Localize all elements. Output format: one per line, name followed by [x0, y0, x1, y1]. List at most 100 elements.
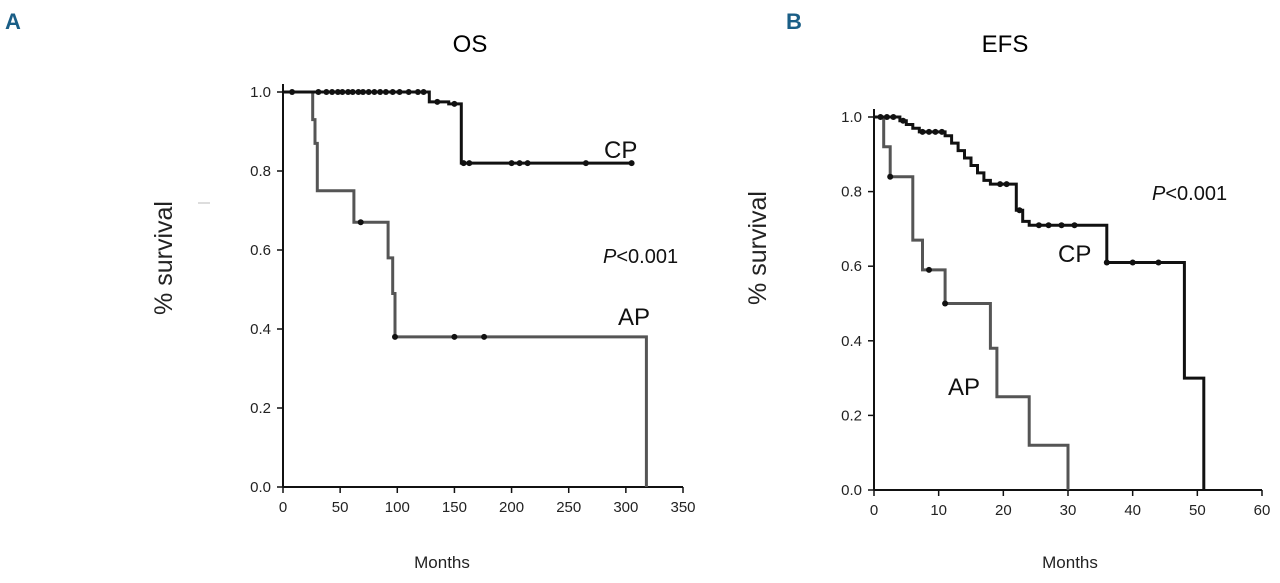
survival-curve-ap [283, 90, 648, 487]
series-cp-b [874, 114, 1206, 490]
y-axis-label-a: % survival [150, 201, 178, 315]
censor-mark-cp [1045, 222, 1052, 229]
censor-mark-cp [1058, 222, 1065, 229]
y-axis-label-b: % survival [744, 191, 772, 305]
survival-curve-ap [874, 115, 1070, 490]
censor-mark-cp [360, 89, 366, 95]
censor-mark-cp [434, 98, 441, 105]
censor-mark-cp [451, 100, 458, 107]
panel-label-b: B [786, 9, 802, 34]
y-tick-label: 0.0 [841, 482, 862, 499]
x-tick-label: 300 [613, 499, 638, 516]
panel-label-a: A [5, 9, 21, 34]
y-tick-label: 0.2 [841, 407, 862, 424]
y-tick-label: 0.0 [250, 479, 271, 496]
censor-mark-cp [919, 128, 926, 135]
censor-mark-cp [932, 128, 939, 135]
censor-mark-cp [938, 128, 945, 135]
panel-b: B EFS % survival Months P<0.001 CP AP 0 1… [744, 9, 1270, 572]
x-axis-label-b: Months [1042, 553, 1098, 572]
x-axis-label-a: Months [414, 553, 470, 572]
x-tick-label: 40 [1124, 502, 1141, 519]
censor-mark-cp [289, 89, 296, 95]
p-value-b: P<0.001 [1152, 183, 1227, 205]
censor-mark-cp [345, 89, 352, 95]
series-label-ap-b: AP [948, 374, 980, 401]
censor-mark-cp [365, 89, 372, 95]
y-tick-label: 0.8 [841, 184, 862, 201]
censor-mark-cp [377, 89, 384, 95]
censor-mark-cp [389, 89, 396, 95]
y-tick-label: 0.4 [250, 321, 271, 338]
censor-mark-cp [382, 89, 389, 95]
censor-mark-cp [926, 128, 932, 135]
y-tick-label: 0.8 [250, 163, 271, 180]
censor-mark-cp [516, 160, 523, 167]
x-tick-label: 20 [995, 502, 1012, 519]
x-tick-label: 10 [930, 502, 947, 519]
censor-mark-cp [1003, 181, 1010, 188]
censor-mark-cp [396, 89, 403, 95]
y-tick-label: 1.0 [841, 109, 862, 126]
series-label-cp-b: CP [1058, 241, 1091, 268]
censor-mark-cp [582, 160, 589, 167]
censor-mark-cp [355, 89, 362, 95]
x-tick-label: 0 [279, 499, 287, 516]
censor-mark-cp [628, 160, 635, 167]
survival-curve-cp [874, 115, 1206, 490]
censor-mark-cp [1035, 222, 1042, 229]
censor-mark-cp [524, 160, 531, 167]
y-tick-label: 1.0 [250, 84, 271, 101]
censor-mark-cp [339, 89, 346, 95]
series-cp-a [283, 89, 635, 167]
censor-mark-cp [414, 89, 421, 95]
censor-mark-ap [392, 333, 398, 340]
censor-mark-ap [357, 219, 364, 226]
censor-mark-cp [466, 160, 473, 167]
censor-mark-cp [371, 89, 378, 95]
series-ap-b [874, 115, 1070, 490]
x-tick-label: 30 [1060, 502, 1077, 519]
x-tick-label: 60 [1254, 502, 1271, 519]
censor-mark-cp [315, 89, 322, 95]
censor-mark-cp [405, 89, 412, 95]
censor-mark-ap [942, 300, 949, 307]
axes-b: 0 10 20 30 40 50 60 0.0 0.2 0.4 0.6 0.8 1.0 [841, 109, 1270, 519]
censor-mark-cp [334, 89, 341, 95]
censor-mark-cp [1071, 222, 1078, 229]
censor-mark-cp [900, 117, 907, 124]
x-tick-label: 0 [870, 502, 878, 519]
x-tick-label: 250 [556, 499, 581, 516]
censor-mark-cp [1016, 207, 1023, 214]
censor-mark-cp [1129, 259, 1136, 266]
x-tick-label: 350 [670, 499, 695, 516]
censor-mark-cp [883, 114, 890, 120]
censor-mark-ap [481, 333, 488, 340]
censor-mark-ap [926, 266, 932, 273]
censor-mark-ap [887, 173, 894, 180]
series-label-ap-a: AP [618, 304, 650, 331]
censor-mark-cp [329, 89, 336, 95]
censor-mark-cp [508, 160, 515, 167]
censor-mark-cp [323, 89, 330, 95]
y-tick-label: 0.4 [841, 333, 862, 350]
y-tick-label: 0.2 [250, 400, 271, 417]
censor-mark-cp [877, 114, 884, 120]
panel-a: A OS % survival Months P<0.001 CP AP 0 50… [5, 9, 696, 572]
survival-curve-cp [283, 90, 632, 165]
censor-mark-cp [1155, 259, 1162, 266]
censor-mark-cp [420, 89, 427, 95]
axes-a: 0 50 100 150 200 250 300 350 0.0 0.2 0.4 0.6 0.8 1.0 [250, 84, 696, 516]
censor-mark-cp [460, 160, 467, 167]
p-value-a: P<0.001 [603, 246, 678, 268]
censor-mark-cp [890, 114, 897, 120]
x-tick-label: 50 [1189, 502, 1206, 519]
censor-mark-ap [451, 333, 458, 340]
y-tick-label: 0.6 [250, 242, 271, 259]
chart-title-os: OS [453, 31, 488, 58]
series-label-cp-a: CP [604, 137, 637, 164]
y-tick-label: 0.6 [841, 258, 862, 275]
censor-mark-cp [1103, 259, 1110, 266]
chart-title-efs: EFS [982, 31, 1029, 58]
